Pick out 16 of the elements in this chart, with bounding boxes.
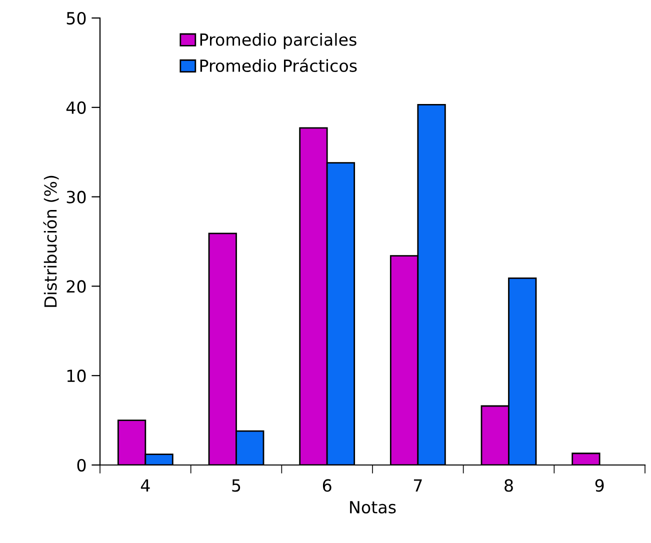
y-tick-label: 20: [66, 280, 86, 293]
x-tick-label: 6: [322, 479, 332, 492]
legend-label: Promedio parciales: [200, 33, 356, 50]
legend-label: Promedio Prácticos: [200, 58, 357, 72]
y-tick-label: 40: [66, 101, 86, 114]
y-tick-label: 10: [67, 370, 86, 382]
y-tick-label: 50: [66, 12, 86, 25]
x-tick-label: 7: [414, 479, 422, 492]
x-axis-title: Notas: [350, 501, 396, 514]
y-tick-label: 30: [66, 190, 86, 204]
y-axis-title: Distribución (%): [43, 176, 59, 307]
y-tick-label: 0: [77, 458, 86, 472]
x-tick-label: 9: [595, 479, 604, 492]
x-tick-label: 5: [232, 479, 240, 492]
x-tick-label: 4: [140, 479, 150, 492]
x-tick-label: 8: [504, 479, 513, 492]
